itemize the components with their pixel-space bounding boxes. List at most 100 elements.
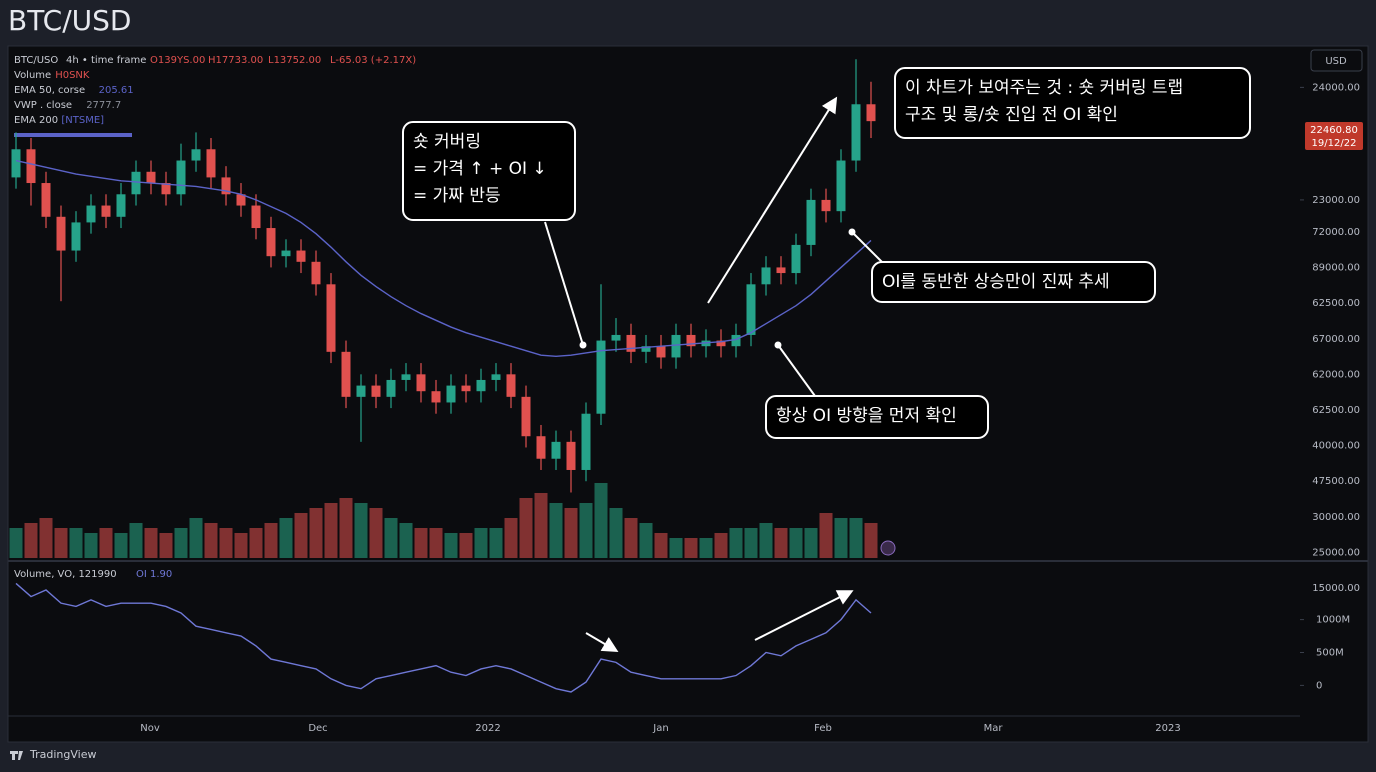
candle-body xyxy=(446,385,456,403)
volume-bar xyxy=(699,538,713,558)
legend-ohlc: H17733.00 xyxy=(208,55,263,66)
volume-bar xyxy=(564,508,578,558)
time-axis-label: Dec xyxy=(308,723,327,734)
footer-brand: TradingView xyxy=(29,748,96,761)
callout-text: 구조 및 롱/숏 진입 전 OI 확인 xyxy=(905,105,1118,125)
volume-bar xyxy=(594,483,608,558)
candle-body xyxy=(626,334,636,352)
candle-body xyxy=(71,222,81,251)
volume-bar xyxy=(39,518,53,558)
volume-bar xyxy=(609,508,623,558)
osc-name: Volume, VO, 121990 xyxy=(14,569,117,580)
volume-bar xyxy=(24,523,38,558)
volume-bar xyxy=(654,533,668,558)
last-time-label: 19/12/22 xyxy=(1312,138,1357,149)
candle-body xyxy=(551,441,561,459)
time-axis-label: Feb xyxy=(814,723,832,734)
candle-body xyxy=(356,385,366,397)
callout-pointer xyxy=(777,344,816,397)
volume-bar xyxy=(99,528,113,558)
candle-body xyxy=(326,284,336,352)
candle-body xyxy=(101,205,111,217)
callout-pointer xyxy=(707,96,838,304)
volume-bar xyxy=(429,528,443,558)
callout-text: OI를 동반한 상승만이 진짜 추세 xyxy=(882,272,1110,292)
callout-text: 이 차트가 보여주는 것 : 숏 커버링 트랩 xyxy=(905,78,1183,98)
pointer-dot xyxy=(848,228,856,236)
volume-bar xyxy=(84,533,98,558)
y-tick-label: 500M xyxy=(1316,648,1344,659)
legend-line-value: 205.61 xyxy=(99,85,134,96)
volume-bar xyxy=(189,518,203,558)
volume-bar xyxy=(174,528,188,558)
legend-line-name: EMA 200 xyxy=(14,115,58,126)
candle-body xyxy=(506,374,516,397)
volume-bar xyxy=(474,528,488,558)
candle-body xyxy=(311,261,321,285)
candle-body xyxy=(41,183,51,217)
title: BTC/USD xyxy=(8,4,131,37)
callout-box xyxy=(765,395,989,439)
volume-bar xyxy=(714,533,728,558)
volume-bar xyxy=(129,523,143,558)
legend-line-name: Volume xyxy=(14,70,51,81)
callout-box xyxy=(402,121,576,221)
candle-body xyxy=(206,149,216,178)
legend-timeframe: 4h • time frame xyxy=(66,55,146,66)
volume-bar xyxy=(549,503,563,558)
volume-bar xyxy=(324,503,338,558)
candle-body xyxy=(401,374,411,380)
time-axis-label: 2023 xyxy=(1155,723,1180,734)
candle-body xyxy=(731,334,741,347)
volume-bar xyxy=(384,518,398,558)
candle-body xyxy=(56,216,66,251)
candle-body xyxy=(791,244,801,274)
trend-arrow xyxy=(585,632,619,653)
callout-pointer xyxy=(544,221,584,346)
volume-bar xyxy=(684,538,698,558)
volume-bar xyxy=(309,508,323,558)
volume-bar xyxy=(729,528,743,558)
y-tick-label: 1000M xyxy=(1316,615,1350,626)
volume-bar xyxy=(219,528,233,558)
candle-body xyxy=(641,346,651,352)
candle-body xyxy=(341,351,351,397)
legend-ohlc: L13752.00 xyxy=(268,55,321,66)
candle-body xyxy=(251,205,261,229)
callout-text: 항상 OI 방향을 먼저 확인 xyxy=(776,406,957,426)
volume-bar xyxy=(249,528,263,558)
currency-button[interactable] xyxy=(1310,49,1363,72)
volume-bar xyxy=(834,518,848,558)
legend-ohlc: L-65.03 (+2.17X) xyxy=(330,55,416,66)
candle-body xyxy=(26,149,36,184)
candle-body xyxy=(116,194,126,217)
candle-body xyxy=(596,340,606,414)
candle-body xyxy=(566,441,576,470)
volume-bar xyxy=(159,533,173,558)
trend-arrow xyxy=(754,590,854,641)
callout-pointer xyxy=(851,231,883,263)
candle-body xyxy=(281,250,291,257)
candle-body xyxy=(836,160,846,212)
candle-body xyxy=(146,171,156,184)
legend-line-name: VWP . close xyxy=(14,100,72,111)
candle-body xyxy=(851,104,861,161)
pointer-dot xyxy=(579,341,587,349)
candle-body xyxy=(431,391,441,403)
volume-bar xyxy=(639,523,653,558)
candle-body xyxy=(581,413,591,470)
volume-bar xyxy=(204,523,218,558)
volume-bar xyxy=(759,523,773,558)
volume-bar xyxy=(534,493,548,558)
candle-body xyxy=(491,374,501,380)
brand-logo xyxy=(10,751,23,760)
last-price-box xyxy=(1305,122,1363,150)
candle-body xyxy=(191,149,201,161)
volume-bar xyxy=(849,518,863,558)
candle-body xyxy=(776,267,786,274)
legend-symbol: BTC/USO xyxy=(14,55,58,66)
legend-ohlc: O139YS.00 xyxy=(150,55,205,66)
volume-bar xyxy=(234,533,248,558)
volume-bar xyxy=(504,518,518,558)
candle-body xyxy=(611,334,621,341)
